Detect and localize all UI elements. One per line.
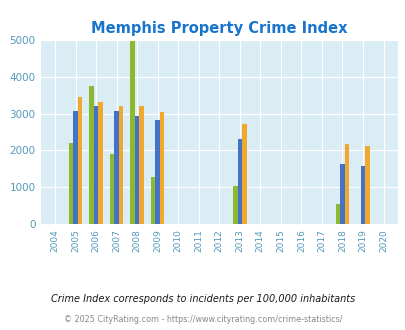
Bar (364, 146, 369, 224)
Bar (335, 204, 339, 224)
Bar (114, 111, 119, 224)
Bar (94, 106, 98, 224)
Bar (151, 177, 155, 224)
Bar (155, 120, 160, 224)
Bar (119, 106, 123, 224)
Text: Crime Index corresponds to incidents per 100,000 inhabitants: Crime Index corresponds to incidents per… (51, 294, 354, 304)
Bar (89, 86, 94, 224)
Bar (98, 102, 102, 224)
Bar (241, 124, 246, 224)
Bar (109, 154, 114, 224)
Bar (339, 164, 344, 224)
Legend: Memphis, Michigan, National: Memphis, Michigan, National (82, 326, 355, 330)
Bar (344, 144, 348, 224)
Bar (73, 111, 78, 224)
Title: Memphis Property Crime Index: Memphis Property Crime Index (91, 21, 347, 36)
Text: © 2025 CityRating.com - https://www.cityrating.com/crime-statistics/: © 2025 CityRating.com - https://www.city… (64, 315, 341, 324)
Bar (134, 116, 139, 224)
Bar (360, 166, 364, 224)
Bar (139, 107, 143, 224)
Bar (232, 185, 237, 224)
Bar (237, 139, 241, 224)
Bar (130, 42, 134, 224)
Bar (78, 97, 82, 224)
Bar (160, 112, 164, 224)
Bar (68, 143, 73, 224)
